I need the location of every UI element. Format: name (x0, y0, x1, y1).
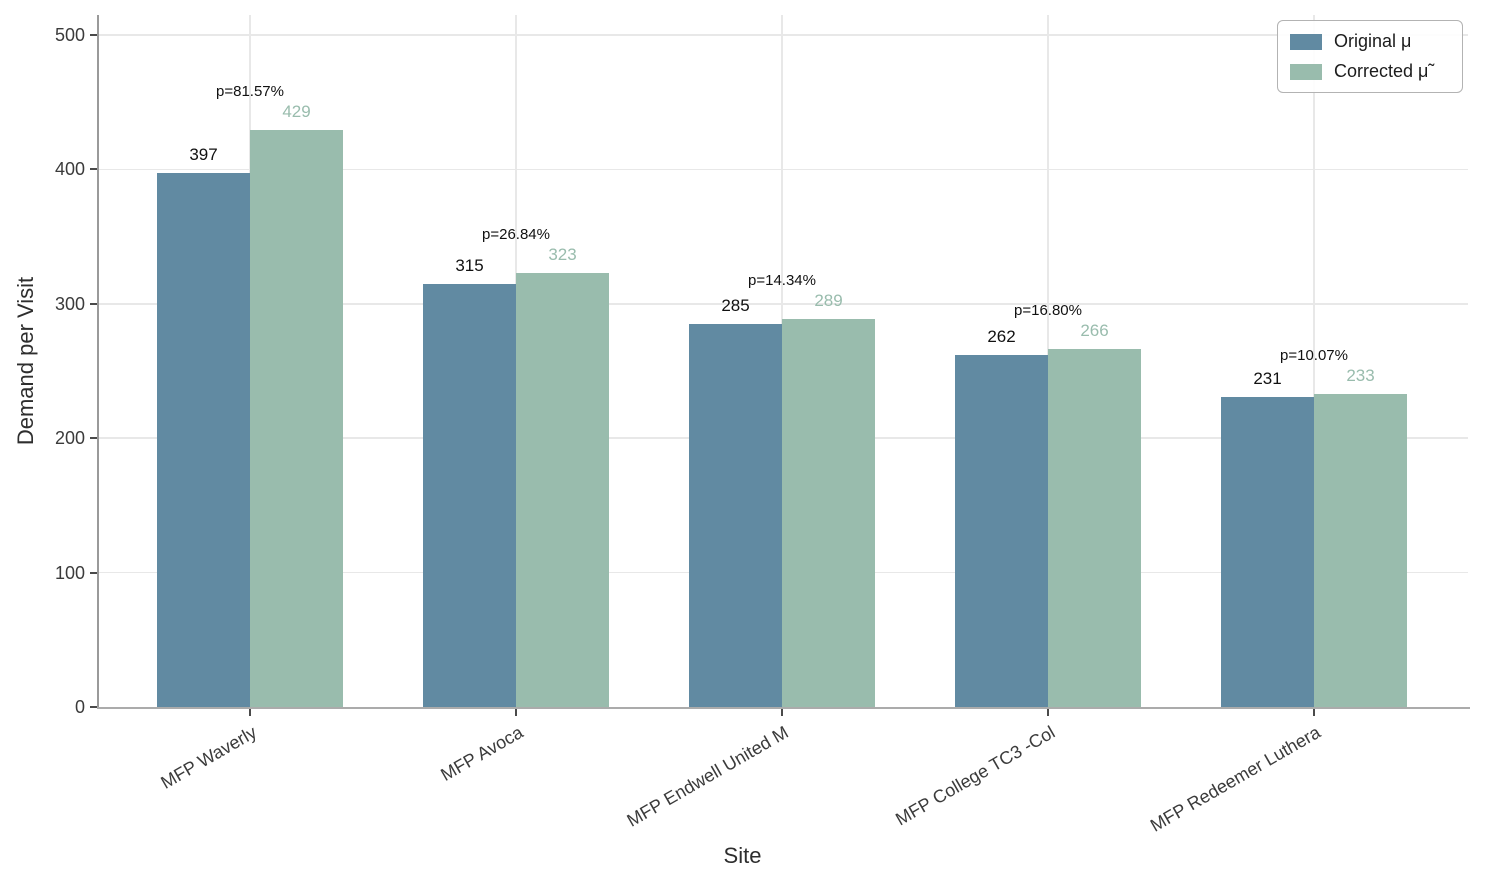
legend: Original μ Corrected μ̃ (1277, 20, 1463, 93)
legend-swatch (1290, 63, 1322, 80)
bar-corrected-4 (1314, 393, 1407, 707)
legend-label: Corrected μ̃ (1334, 61, 1429, 81)
x-tick-mark (1313, 709, 1315, 716)
y-tick-mark (90, 168, 97, 171)
bar-value-label: 323 (548, 244, 577, 264)
bar-value-label: 429 (282, 102, 311, 122)
y-tick-label: 100 (54, 562, 85, 583)
x-tick-label: MFP Avoca (436, 722, 526, 786)
bar-corrected-0 (250, 130, 343, 707)
gridline-vertical (1313, 15, 1315, 707)
x-tick-mark (1047, 709, 1049, 716)
bar-original-3 (955, 354, 1048, 707)
bar-original-4 (1221, 396, 1314, 707)
p-value-annotation: p=26.84% (482, 225, 550, 243)
x-tick-label: MFP College TC3 -Col (891, 722, 1058, 830)
x-tick-mark (249, 709, 251, 716)
bar-value-label: 285 (721, 295, 750, 315)
y-tick-mark (90, 571, 97, 574)
legend-entry: Original μ (1290, 31, 1448, 52)
bar-value-label: 233 (1346, 365, 1375, 385)
bar-value-label: 266 (1080, 321, 1109, 341)
bar-original-0 (157, 173, 250, 707)
legend-swatch (1290, 33, 1322, 50)
legend-entry: Corrected μ̃ (1290, 61, 1448, 82)
y-tick-label: 0 (74, 697, 85, 717)
bar-value-label: 397 (189, 145, 218, 165)
bar-corrected-2 (782, 318, 875, 707)
bar-value-label: 315 (455, 255, 484, 275)
x-tick-label: MFP Waverly (157, 722, 260, 793)
x-tick-label: MFP Endwell United M (623, 722, 792, 831)
x-tick-mark (515, 709, 517, 716)
y-tick-mark (90, 706, 97, 708)
bar-value-label: 262 (987, 326, 1016, 346)
bar-corrected-3 (1048, 349, 1141, 707)
y-tick-label: 500 (54, 25, 85, 45)
y-tick-label: 300 (54, 293, 85, 314)
bar-original-2 (689, 323, 782, 707)
y-tick-mark (90, 302, 97, 305)
y-tick-label: 200 (54, 428, 85, 449)
x-axis-title: Site (723, 843, 762, 868)
bar-original-1 (423, 283, 516, 707)
p-value-annotation: p=81.57% (216, 83, 284, 101)
y-tick-label: 400 (54, 159, 85, 180)
legend-label: Original μ (1334, 31, 1412, 51)
x-tick-mark (781, 709, 783, 716)
x-tick-label: MFP Redeemer Luthera (1147, 722, 1324, 836)
bar-value-label: 289 (814, 290, 843, 310)
p-value-annotation: p=16.80% (1014, 302, 1082, 320)
p-value-annotation: p=10.07% (1280, 346, 1348, 364)
y-axis-title: Demand per Visit (13, 276, 38, 446)
y-tick-mark (90, 34, 97, 36)
x-axis-spine (97, 707, 1470, 709)
y-tick-mark (90, 437, 97, 440)
p-value-annotation: p=14.34% (748, 271, 816, 289)
y-axis-spine (97, 15, 99, 707)
bar-corrected-1 (516, 272, 609, 707)
bar-value-label: 231 (1253, 368, 1282, 388)
